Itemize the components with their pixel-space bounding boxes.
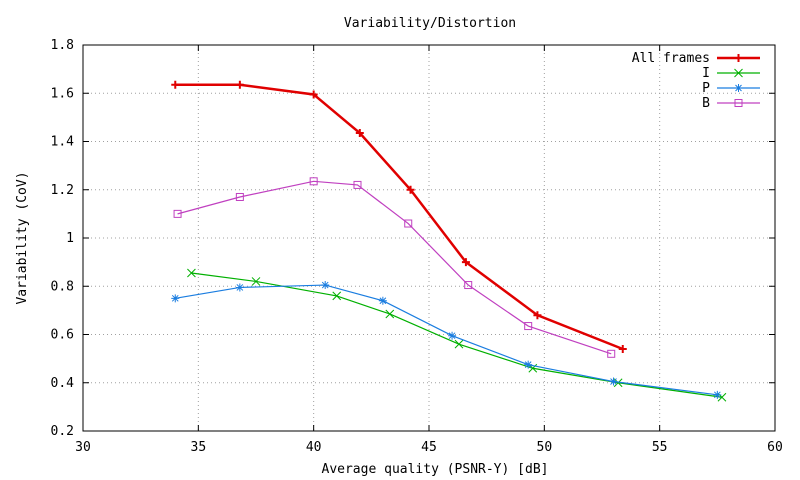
data-point [533, 311, 542, 320]
legend-label: All frames [632, 51, 710, 66]
plot-frame [82, 44, 776, 432]
legend-marker [734, 99, 743, 107]
y-tick-label: 0.2 [51, 424, 74, 439]
x-tick-label: 60 [767, 440, 783, 455]
series-i [187, 268, 727, 402]
y-tick-label: 1 [66, 231, 74, 246]
x-tick-label: 35 [191, 440, 207, 455]
series-line [191, 272, 723, 398]
data-point [713, 390, 722, 399]
legend-entry: B [702, 96, 760, 111]
legend-marker [734, 84, 743, 92]
y-tick-label: 1.8 [51, 38, 74, 53]
data-point [406, 185, 415, 194]
data-point [353, 180, 362, 189]
legend-label: B [702, 96, 710, 111]
data-point [378, 296, 387, 305]
x-tick-label: 50 [537, 440, 553, 455]
data-point [385, 309, 395, 319]
series-b [173, 177, 616, 358]
y-tick-label: 0.8 [51, 279, 74, 294]
data-point [235, 192, 244, 201]
legend-entry: I [702, 66, 760, 81]
x-tick-label: 30 [75, 440, 91, 455]
series-line [175, 83, 624, 351]
data-point [464, 281, 473, 290]
y-axis-label: Variability (CoV) [15, 171, 30, 304]
data-point [404, 219, 413, 228]
data-point [618, 344, 627, 353]
data-point [235, 80, 244, 89]
data-point [251, 277, 261, 286]
legend-label: P [702, 81, 710, 96]
y-tick-label: 0.4 [51, 376, 75, 391]
data-point [448, 331, 457, 340]
data-point [524, 322, 533, 331]
y-tick-label: 1.2 [51, 183, 74, 198]
data-point [171, 80, 180, 89]
series-p [171, 281, 722, 399]
grid [83, 45, 775, 431]
y-tick-label: 1.4 [51, 135, 75, 150]
data-point [607, 349, 616, 358]
x-tick-label: 45 [421, 440, 437, 455]
legend-marker [734, 68, 743, 78]
chart-title: Variability/Distortion [344, 16, 516, 31]
data-point [309, 177, 318, 186]
data-point [173, 209, 182, 218]
series-line [177, 180, 612, 355]
series-layer [171, 80, 727, 402]
axis-ticks: 30 35 40 45 50 55 60 0.2 0.4 0.6 0.8 1 1.2 1.4 1.6 1.8 [51, 38, 783, 455]
x-tick-label: 55 [652, 440, 668, 455]
x-axis-label: Average quality (PSNR-Y) [dB] [322, 462, 549, 477]
data-point [461, 258, 470, 267]
legend-label: I [702, 66, 710, 81]
y-tick-label: 1.6 [51, 86, 74, 101]
legend-entry: All frames [632, 51, 760, 66]
data-point [321, 281, 330, 290]
data-point [235, 283, 244, 292]
legend-marker [734, 54, 743, 62]
data-point [309, 90, 318, 99]
data-point [332, 291, 342, 301]
data-point [524, 360, 533, 369]
data-point [609, 377, 618, 386]
data-point [171, 294, 180, 303]
data-point [355, 129, 364, 138]
data-point [187, 268, 196, 278]
series-all-frames [171, 80, 627, 353]
y-tick-label: 0.6 [51, 328, 74, 343]
x-tick-label: 40 [306, 440, 322, 455]
data-point [454, 339, 464, 349]
series-line [175, 284, 718, 396]
legend-entry: P [702, 81, 760, 96]
